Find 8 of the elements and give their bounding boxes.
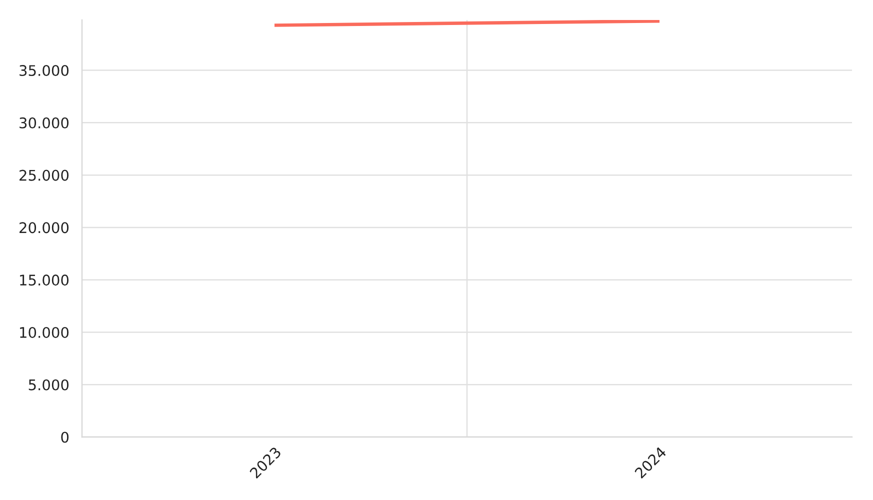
y-tick-label: 30.000 [20, 117, 69, 128]
y-tick-label: 25.000 [20, 170, 69, 181]
y-tick-label: 20.000 [20, 222, 69, 234]
y-tick-label: 0 [61, 432, 69, 443]
y-tick-label: 15.000 [20, 274, 69, 286]
y-tick-label: 5.000 [28, 379, 69, 390]
y-tick-label: 10.000 [20, 326, 69, 338]
y-tick-label: 35.000 [20, 65, 69, 76]
